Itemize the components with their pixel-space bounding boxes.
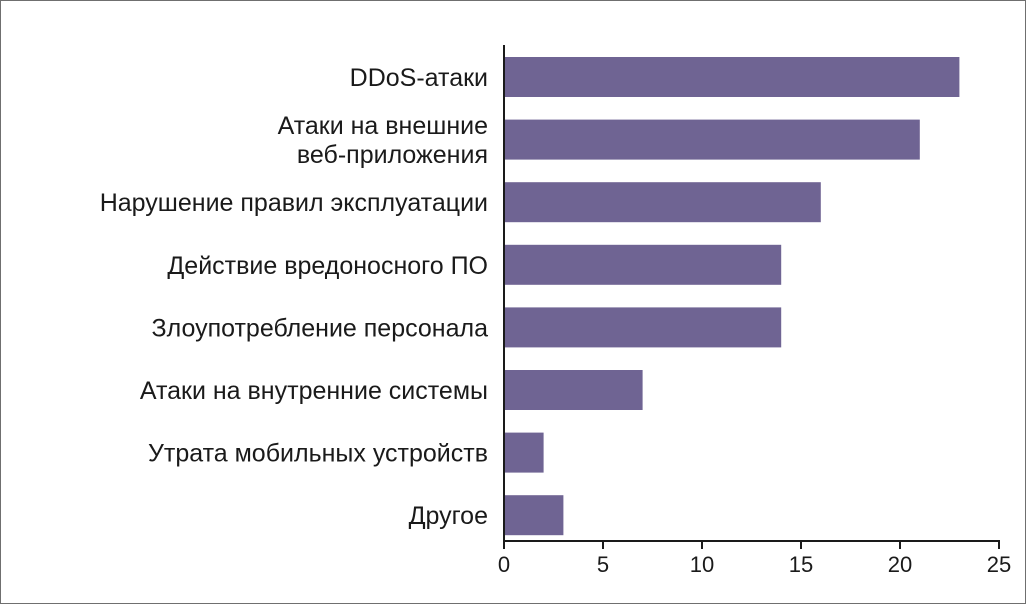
category-label-5: Атаки на внутренние системы <box>140 377 488 405</box>
x-tick-label-4: 20 <box>888 552 912 577</box>
category-label-6: Утрата мобильных устройств <box>148 440 488 468</box>
bar-3 <box>504 244 782 285</box>
x-tick-label-2: 10 <box>690 552 714 577</box>
category-label-7: Другое <box>409 502 488 530</box>
x-tick-label-5: 25 <box>987 552 1011 577</box>
category-label-1-line-0: Атаки на внешние <box>278 112 488 140</box>
category-label-3: Действие вредоносного ПО <box>167 252 488 280</box>
x-tick-label-3: 15 <box>789 552 813 577</box>
x-tick-label-0: 0 <box>498 552 510 577</box>
x-tick-label-1: 5 <box>597 552 609 577</box>
category-label-2: Нарушение правил эксплуатации <box>100 189 488 217</box>
bar-6 <box>504 432 544 473</box>
bar-5 <box>504 370 643 410</box>
category-label-1-line-1: веб-приложения <box>297 141 488 169</box>
bar-7 <box>504 495 564 536</box>
category-label-4: Злоупотребление персонала <box>152 314 489 342</box>
bar-0 <box>504 57 960 97</box>
bar-1 <box>504 119 920 160</box>
bar-4 <box>504 307 782 348</box>
category-label-0: DDoS-атаки <box>350 64 488 92</box>
bar-2 <box>504 182 821 223</box>
